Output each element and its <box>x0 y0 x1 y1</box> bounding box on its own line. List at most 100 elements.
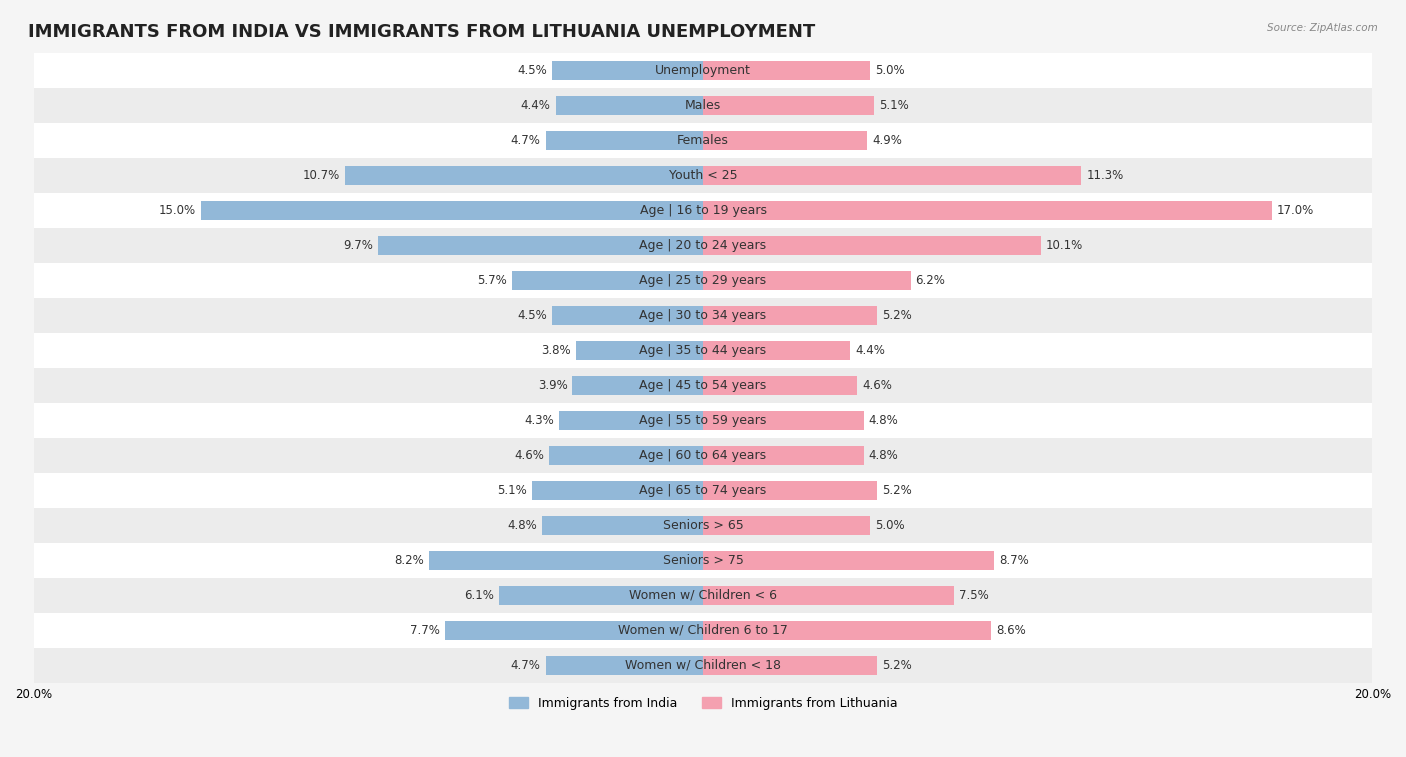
Text: 11.3%: 11.3% <box>1087 169 1123 182</box>
Bar <box>34 228 1372 263</box>
Text: 5.2%: 5.2% <box>882 309 912 322</box>
Bar <box>703 341 851 360</box>
Text: Unemployment: Unemployment <box>655 64 751 77</box>
Text: Seniors > 75: Seniors > 75 <box>662 554 744 567</box>
Bar <box>34 543 1372 578</box>
Bar <box>34 193 1372 228</box>
Text: Women w/ Children < 18: Women w/ Children < 18 <box>626 659 780 672</box>
Text: 8.7%: 8.7% <box>1000 554 1029 567</box>
Bar <box>34 648 1372 683</box>
Bar <box>703 481 877 500</box>
Text: 4.8%: 4.8% <box>869 449 898 462</box>
Text: Males: Males <box>685 99 721 112</box>
Text: 4.3%: 4.3% <box>524 414 554 427</box>
Text: Age | 65 to 74 years: Age | 65 to 74 years <box>640 484 766 497</box>
Text: 4.9%: 4.9% <box>872 134 901 147</box>
Text: 4.5%: 4.5% <box>517 64 547 77</box>
Bar <box>548 446 703 465</box>
Text: 4.6%: 4.6% <box>862 379 891 392</box>
Bar <box>703 201 1272 220</box>
Text: 9.7%: 9.7% <box>343 239 374 252</box>
Text: Seniors > 65: Seniors > 65 <box>662 519 744 532</box>
Bar <box>34 473 1372 508</box>
Bar <box>201 201 703 220</box>
Bar <box>576 341 703 360</box>
Text: 5.2%: 5.2% <box>882 484 912 497</box>
Bar <box>703 95 873 115</box>
Text: 4.8%: 4.8% <box>508 519 537 532</box>
Bar <box>543 516 703 535</box>
Bar <box>34 438 1372 473</box>
Text: Age | 25 to 29 years: Age | 25 to 29 years <box>640 274 766 287</box>
Bar <box>703 656 877 675</box>
Bar <box>34 403 1372 438</box>
Bar <box>34 508 1372 543</box>
Text: 5.2%: 5.2% <box>882 659 912 672</box>
Bar <box>34 263 1372 298</box>
Bar <box>553 306 703 325</box>
Bar <box>378 235 703 255</box>
Bar <box>429 551 703 570</box>
Text: 4.4%: 4.4% <box>855 344 886 357</box>
Text: Source: ZipAtlas.com: Source: ZipAtlas.com <box>1267 23 1378 33</box>
Bar <box>34 298 1372 333</box>
Bar <box>34 333 1372 368</box>
Bar <box>34 53 1372 88</box>
Text: 5.1%: 5.1% <box>498 484 527 497</box>
Text: Age | 45 to 54 years: Age | 45 to 54 years <box>640 379 766 392</box>
Bar <box>703 166 1081 185</box>
Bar <box>546 131 703 150</box>
Bar <box>546 656 703 675</box>
Bar <box>555 95 703 115</box>
Bar <box>703 586 955 605</box>
Bar <box>553 61 703 80</box>
Text: 4.5%: 4.5% <box>517 309 547 322</box>
Bar <box>703 61 870 80</box>
Bar <box>703 375 858 395</box>
Bar <box>703 621 991 640</box>
Bar <box>560 411 703 430</box>
Bar <box>703 131 868 150</box>
Text: Age | 55 to 59 years: Age | 55 to 59 years <box>640 414 766 427</box>
Bar <box>703 235 1040 255</box>
Bar <box>446 621 703 640</box>
Bar <box>703 516 870 535</box>
Text: Age | 60 to 64 years: Age | 60 to 64 years <box>640 449 766 462</box>
Bar <box>703 271 911 290</box>
Text: 15.0%: 15.0% <box>159 204 195 217</box>
Text: 4.6%: 4.6% <box>515 449 544 462</box>
Bar <box>344 166 703 185</box>
Text: 8.2%: 8.2% <box>394 554 423 567</box>
Bar <box>572 375 703 395</box>
Bar <box>512 271 703 290</box>
Text: 17.0%: 17.0% <box>1277 204 1315 217</box>
Text: Women w/ Children 6 to 17: Women w/ Children 6 to 17 <box>619 624 787 637</box>
Text: Youth < 25: Youth < 25 <box>669 169 737 182</box>
Text: 4.4%: 4.4% <box>520 99 551 112</box>
Bar <box>34 613 1372 648</box>
Bar <box>499 586 703 605</box>
Text: 4.7%: 4.7% <box>510 659 541 672</box>
Text: Women w/ Children < 6: Women w/ Children < 6 <box>628 589 778 602</box>
Text: 5.0%: 5.0% <box>876 519 905 532</box>
Bar <box>34 158 1372 193</box>
Text: Age | 30 to 34 years: Age | 30 to 34 years <box>640 309 766 322</box>
Text: 6.2%: 6.2% <box>915 274 945 287</box>
Bar <box>703 446 863 465</box>
Text: 4.7%: 4.7% <box>510 134 541 147</box>
Text: 8.6%: 8.6% <box>995 624 1025 637</box>
Legend: Immigrants from India, Immigrants from Lithuania: Immigrants from India, Immigrants from L… <box>503 692 903 715</box>
Bar <box>34 368 1372 403</box>
Text: 3.9%: 3.9% <box>537 379 568 392</box>
Text: IMMIGRANTS FROM INDIA VS IMMIGRANTS FROM LITHUANIA UNEMPLOYMENT: IMMIGRANTS FROM INDIA VS IMMIGRANTS FROM… <box>28 23 815 41</box>
Text: 7.5%: 7.5% <box>959 589 988 602</box>
Text: Age | 16 to 19 years: Age | 16 to 19 years <box>640 204 766 217</box>
Text: 10.1%: 10.1% <box>1046 239 1084 252</box>
Text: 10.7%: 10.7% <box>302 169 340 182</box>
Bar <box>703 306 877 325</box>
Text: 6.1%: 6.1% <box>464 589 494 602</box>
Text: Age | 20 to 24 years: Age | 20 to 24 years <box>640 239 766 252</box>
Text: 3.8%: 3.8% <box>541 344 571 357</box>
Text: 5.0%: 5.0% <box>876 64 905 77</box>
Bar <box>34 578 1372 613</box>
